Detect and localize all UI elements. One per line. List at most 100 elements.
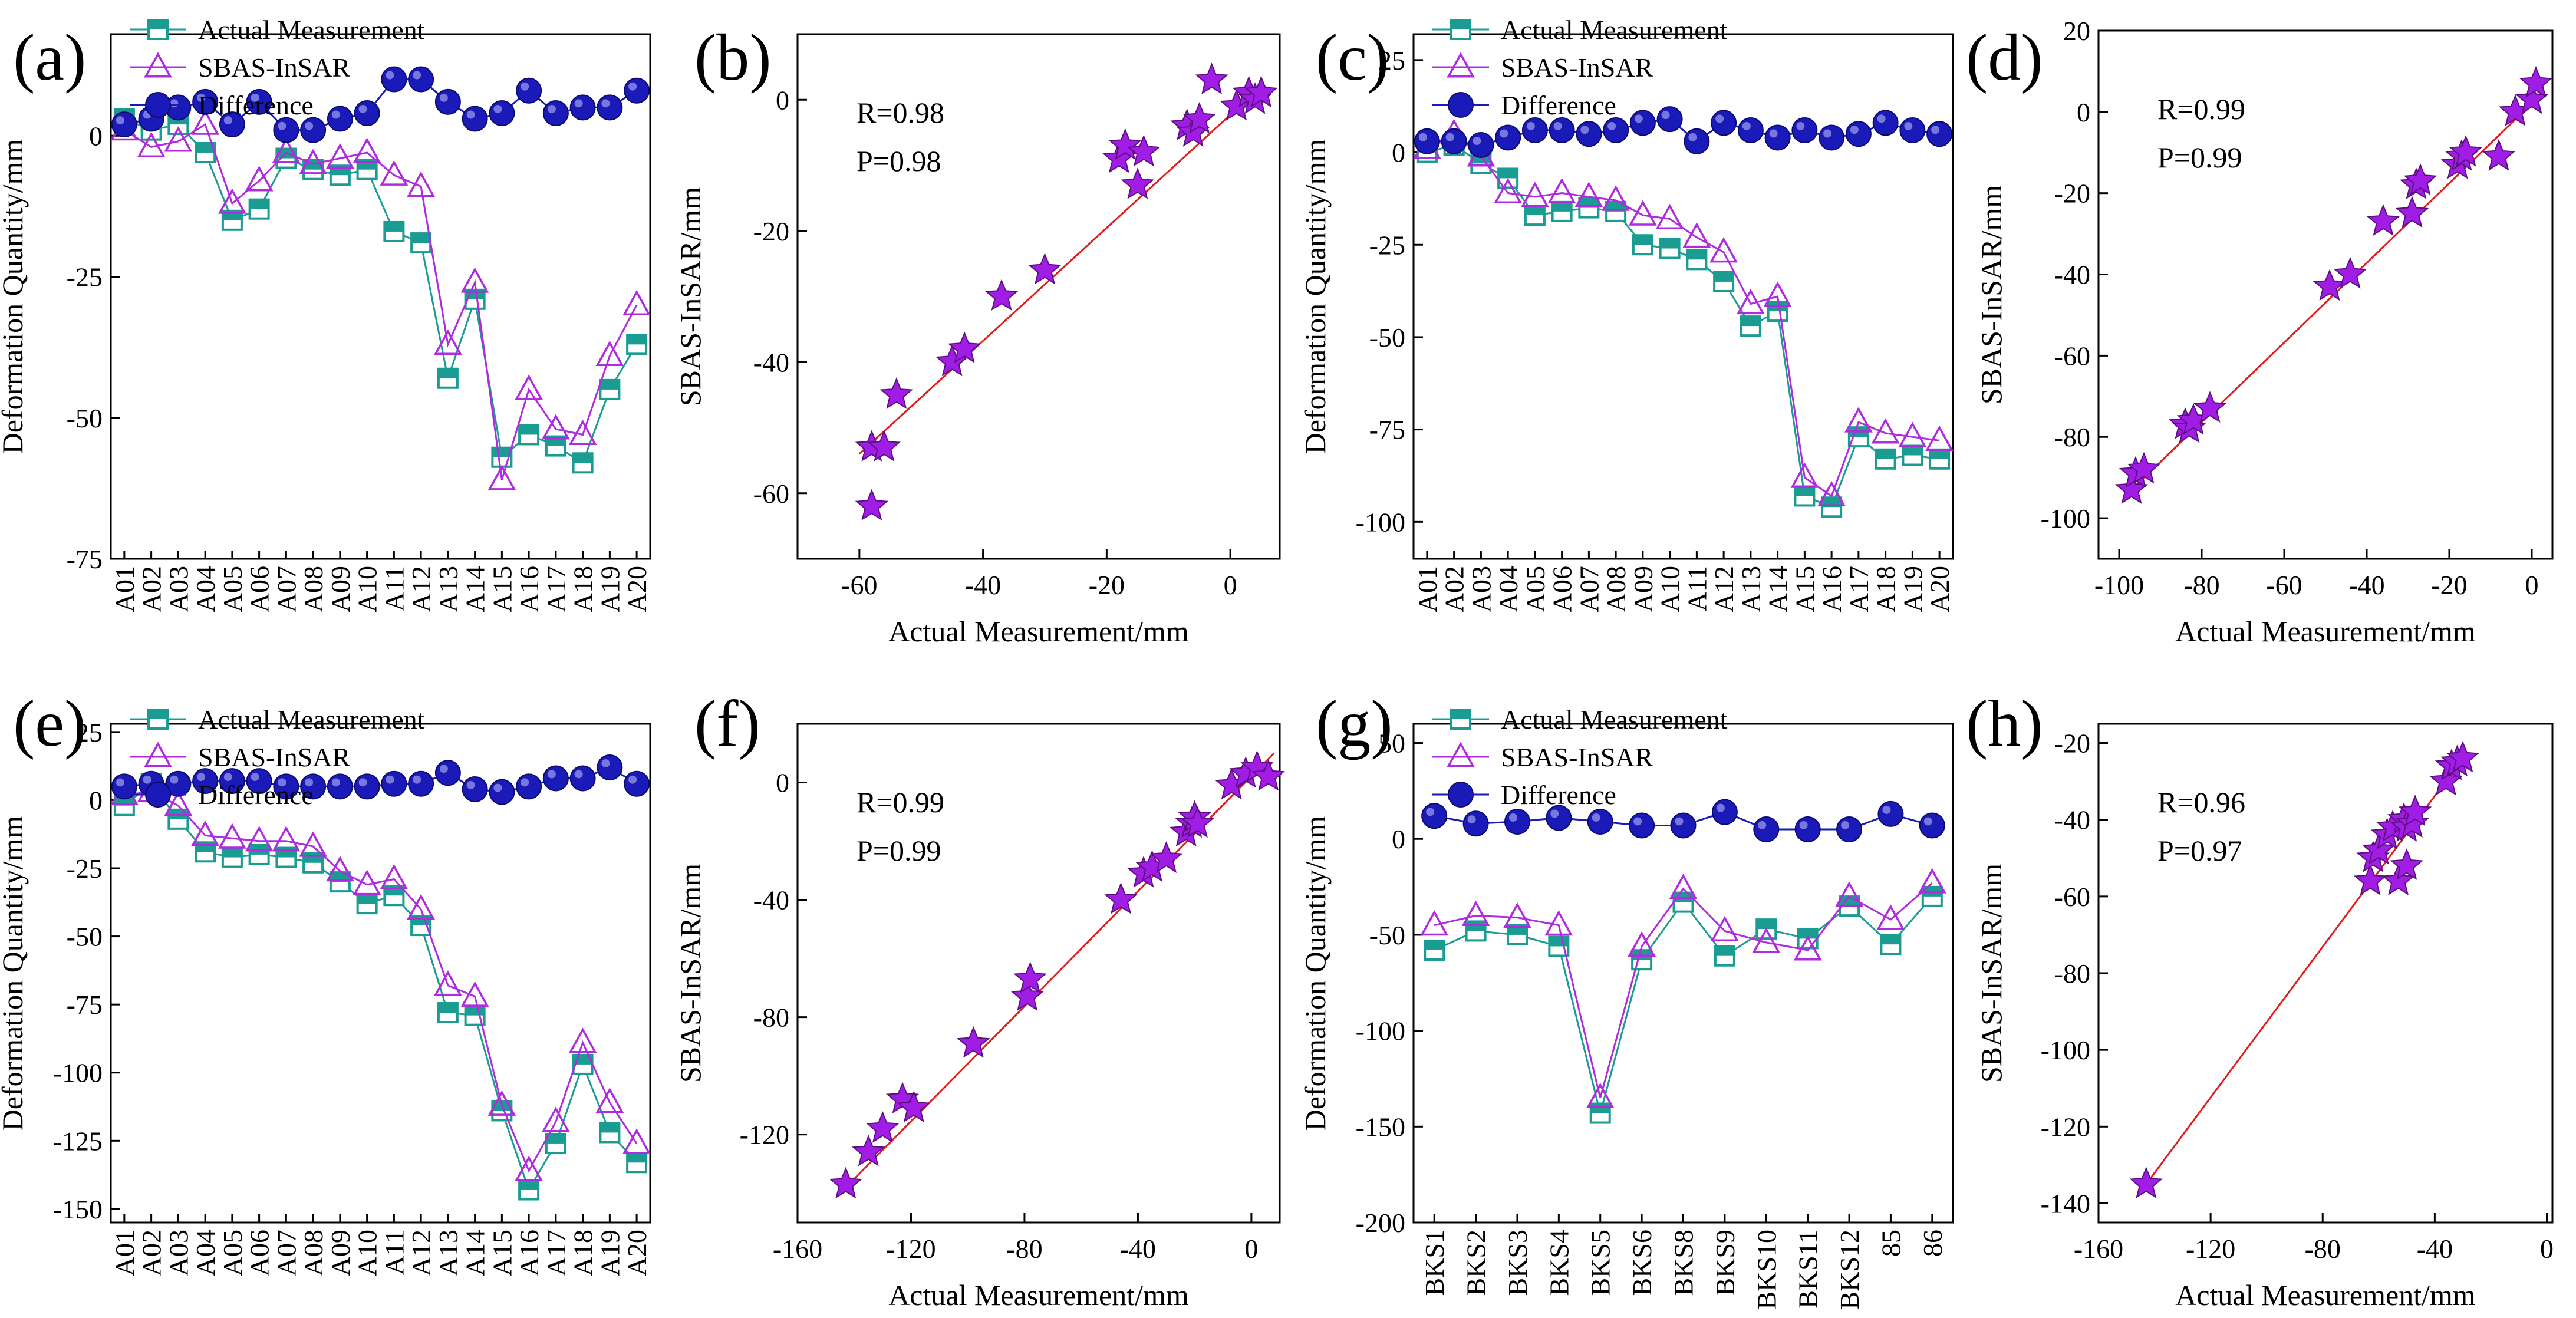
x-tick-label: -80 <box>2183 570 2219 600</box>
x-tick-label: A06 <box>1547 566 1577 612</box>
difference-point-highlight <box>1758 821 1767 829</box>
stat-r: R=0.96 <box>2157 786 2245 819</box>
stat-r: R=0.99 <box>857 786 944 819</box>
insar-point <box>622 1128 651 1154</box>
insar-point <box>245 166 274 192</box>
scatter-point <box>1127 134 1161 167</box>
series-1 <box>1413 118 1954 507</box>
y-tick-label: -100 <box>53 1058 103 1088</box>
legend-insar-marker <box>1447 742 1475 767</box>
scatter-point <box>2446 740 2480 773</box>
y-tick-label: 0 <box>2077 97 2090 127</box>
difference-point-highlight <box>358 778 367 787</box>
y-tick-label: 0 <box>89 121 103 151</box>
x-tick-label: A08 <box>298 1230 328 1276</box>
insar-point <box>1602 185 1630 211</box>
difference-point <box>542 100 569 126</box>
x-tick-label: 85 <box>1876 1230 1906 1257</box>
difference-point-highlight <box>439 93 448 102</box>
x-tick-label: A17 <box>541 566 571 612</box>
difference-point <box>381 770 407 797</box>
actual-point-fill <box>1741 317 1760 327</box>
difference-point-highlight <box>1796 121 1805 130</box>
difference-point-highlight <box>547 104 556 113</box>
x-tick-label: A12 <box>1709 566 1739 612</box>
insar-point <box>1918 868 1946 894</box>
difference-point <box>1441 128 1467 154</box>
y-tick-label: -40 <box>2054 805 2090 835</box>
y-tick-label: -50 <box>1369 920 1405 950</box>
scatter-point <box>867 430 901 462</box>
difference-point <box>1421 803 1448 829</box>
x-tick-label: A13 <box>433 566 463 612</box>
difference-point-highlight <box>251 93 259 102</box>
difference-point <box>1462 810 1489 837</box>
y-tick-label: -75 <box>67 544 103 574</box>
x-tick-label: A04 <box>1493 566 1523 612</box>
x-tick-label: A12 <box>406 566 436 612</box>
x-tick-label: BKS11 <box>1793 1230 1823 1309</box>
actual-point-fill <box>1660 239 1679 249</box>
y-axis-label: SBAS-InSAR/mm <box>1975 864 2008 1083</box>
x-tick-label: 0 <box>2525 570 2539 600</box>
difference-point-highlight <box>1716 803 1725 812</box>
y-tick-label: -75 <box>67 990 103 1020</box>
y-tick-label: -80 <box>2054 422 2090 452</box>
y-tick-label: -100 <box>1356 507 1405 537</box>
difference-point-highlight <box>521 778 529 787</box>
panel-label: (b) <box>694 21 772 94</box>
legend-insar-marker <box>1447 52 1475 78</box>
y-tick-label: -100 <box>2041 503 2090 533</box>
plot-frame <box>2097 29 2554 560</box>
y-tick-label: -60 <box>753 479 789 509</box>
actual-point-fill <box>519 425 539 435</box>
x-tick-label: -40 <box>2417 1234 2453 1264</box>
series-line <box>124 791 638 1173</box>
insar-point <box>622 289 651 315</box>
actual-point-fill <box>411 233 431 243</box>
y-axis-label: SBAS-InSAR/mm <box>674 864 707 1083</box>
difference-point <box>1414 128 1440 154</box>
difference-point-highlight <box>1882 805 1891 814</box>
x-tick-label: A02 <box>137 566 167 612</box>
actual-point-fill <box>465 1006 485 1016</box>
difference-point-highlight <box>1418 133 1427 141</box>
legend-label: Actual Measurement <box>198 15 425 45</box>
difference-point-highlight <box>1550 809 1559 818</box>
actual-point-fill <box>1798 929 1817 939</box>
insar-point <box>1898 421 1927 447</box>
legend-label: SBAS-InSAR <box>198 742 351 772</box>
difference-point <box>1753 816 1780 842</box>
x-tick-label: BKS12 <box>1834 1230 1865 1309</box>
difference-point <box>597 94 623 121</box>
x-tick-label: A07 <box>271 1230 301 1276</box>
x-tick-label: A16 <box>514 1230 544 1276</box>
difference-point <box>462 776 488 802</box>
difference-point-highlight <box>1634 114 1643 123</box>
insar-point <box>380 864 409 890</box>
x-tick-label: -60 <box>2266 570 2302 600</box>
scatter-point <box>1028 252 1062 285</box>
series-line <box>1427 144 1940 509</box>
actual-point-fill <box>222 848 242 858</box>
stat-p: P=0.98 <box>857 144 941 177</box>
difference-point <box>1670 812 1697 839</box>
x-tick-label: BKS10 <box>1751 1230 1781 1309</box>
series-0 <box>113 773 648 1201</box>
difference-point-highlight <box>116 116 124 125</box>
difference-point-highlight <box>1508 813 1517 822</box>
difference-point <box>1576 121 1602 147</box>
y-tick-label: -140 <box>2041 1188 2090 1218</box>
scatter-point <box>2482 139 2516 171</box>
panel-label: (f) <box>694 687 760 760</box>
difference-point-highlight <box>1500 129 1508 138</box>
difference-point <box>1819 124 1845 151</box>
x-tick-label: A05 <box>1520 566 1550 612</box>
x-tick-label: 0 <box>1224 570 1237 600</box>
y-tick-label: 0 <box>776 85 789 115</box>
legend: Actual Measurement SBAS-InSAR Difference <box>1432 15 1728 120</box>
actual-point-fill <box>1930 449 1949 459</box>
difference-point <box>1684 128 1710 154</box>
difference-point <box>1629 812 1655 839</box>
